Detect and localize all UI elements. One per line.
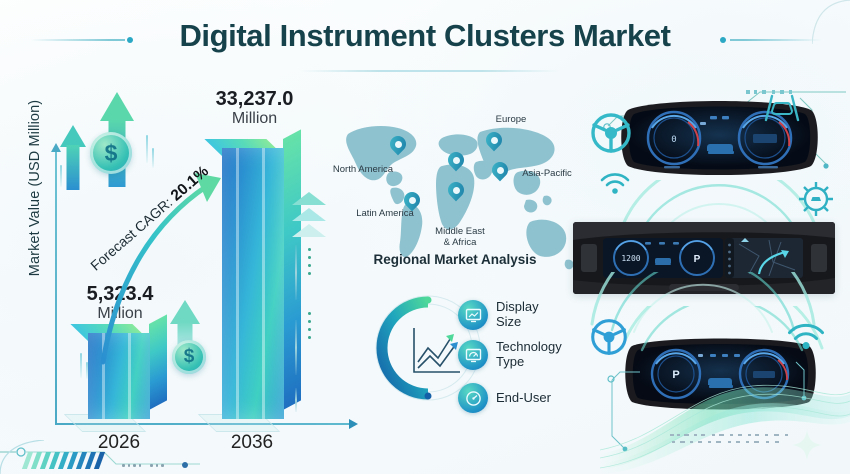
steering-wheel-icon [591,319,627,355]
segment-display-size[interactable]: Display Size [458,299,539,330]
accent-vline-1 [295,245,297,300]
header-rule-right [730,39,822,41]
map-label-north-america: North America [332,164,394,175]
dot-column-2 [308,312,311,344]
chevron-1 [292,192,326,205]
dot-row-1 [122,464,141,467]
monitor-gauge-icon [458,340,488,370]
coin-icon-1: $ [90,132,132,174]
segment-technology-type-label: Technology Type [496,339,562,369]
accent-tick-2 [152,148,154,168]
header-underline [300,70,560,72]
map-label-europe: Europe [495,114,527,125]
lane-assist-icon [764,94,800,122]
instrument-cluster-top-svg: 0 [621,101,818,175]
monitor-display-icon [458,300,488,330]
svg-text:P: P [672,369,679,381]
glow-arc-middle [590,272,816,333]
bar-2026-front [88,333,150,419]
bar-value-2036: 33,237.0 Million [192,88,317,128]
x-tick-2026: 2026 [97,432,141,453]
map-label-mea-line1: Middle East [435,226,485,237]
coin-icon-2: $ [172,340,206,374]
dot-column-1 [308,248,311,280]
instrument-cluster-middle: 1200 P [573,222,835,294]
dot-row-2 [150,464,164,467]
map-pin-middle-east-africa[interactable] [444,148,468,173]
x-axis [55,419,358,429]
map-pin-europe[interactable] [482,128,506,153]
segment-end-user[interactable]: End-User [458,383,551,413]
chevron-3 [292,224,326,237]
dot-matrix-decoration [670,434,788,443]
instrument-cluster-top: 0 [612,92,827,202]
accent-vline-3 [295,388,297,412]
segment-display-size-label: Display Size [496,299,539,329]
accent-tick-1 [146,135,148,163]
y-axis [51,143,61,425]
svg-text:P: P [694,254,701,265]
circuit-end-dot [182,462,188,468]
map-pin-latin-america[interactable] [400,188,424,213]
corner-curve-bottom-left [0,440,45,474]
gear-car-icon [799,182,833,216]
map-pin-asia-pacific[interactable] [488,158,512,183]
bar-value-2026-unit: Million [97,305,143,322]
bar-2036-side [283,129,301,410]
wifi-icon [600,173,630,194]
header-dot-left [127,37,133,43]
map-label-middle-east-africa: Middle East & Africa [424,226,496,249]
map-label-asia-pacific: Asia-Pacific [522,168,572,179]
x-tick-2036: 2036 [230,432,274,453]
map-label-mea-line2: & Africa [443,237,477,249]
map-caption: Regional Market Analysis [373,252,537,267]
segment-technology-type[interactable]: Technology Type [458,339,562,370]
accent-tick-3 [60,165,62,187]
map-label-latin-america: Latin America [356,208,414,219]
growth-arrow-1 [60,125,86,190]
bar-2036-front [222,148,284,419]
accent-tick-5 [86,362,88,379]
wifi-icon [788,323,824,350]
svg-text:1200: 1200 [621,254,640,263]
map-pin-north-america[interactable] [386,132,410,157]
accent-tick-4 [80,353,82,378]
chevron-2 [292,208,326,221]
page-title: Digital Instrument Clusters Market [179,18,671,53]
instrument-cluster-middle-svg: 1200 P [573,222,835,294]
header-dot-right [720,37,726,43]
bar-value-2036-number: 33,237.0 [215,88,294,110]
bar-2036 [204,129,301,419]
speedometer-icon [458,383,488,413]
header-rule-left [30,39,125,41]
glow-arc-bottom [620,306,824,352]
y-axis-label: Market Value (USD Million) [27,99,43,277]
sparkle-icon [792,430,822,460]
steering-wheel-icon [591,113,631,153]
world-map: North America Latin America Europe Asia-… [330,100,580,285]
bar-2026 [70,314,167,419]
segment-end-user-label: End-User [496,389,551,405]
wave-decoration [600,384,850,474]
accent-vline-2 [295,320,297,375]
bar-value-2036-unit: Million [231,110,278,127]
svg-text:0: 0 [671,135,676,145]
map-pin-africa[interactable] [444,178,468,203]
cagr-arrow [100,173,221,365]
corner-curve-top-right [812,0,850,45]
